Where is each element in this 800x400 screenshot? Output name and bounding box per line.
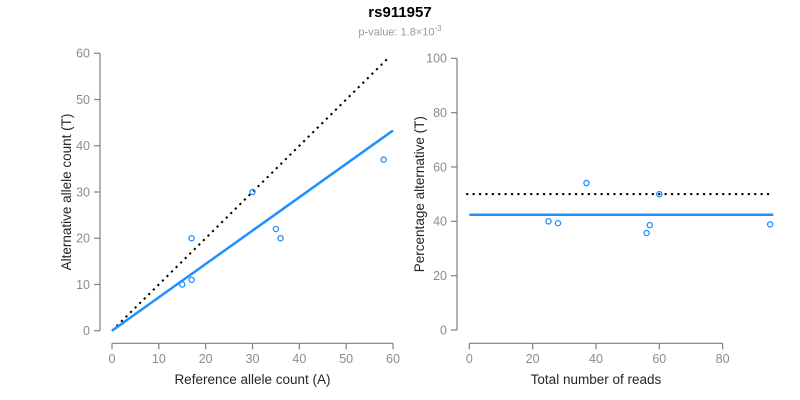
y-tick-label: 50 [76, 93, 90, 107]
data-point [646, 221, 654, 229]
x-tick-label: 10 [152, 352, 166, 366]
x-tick-label: 50 [339, 352, 353, 366]
x-tick-label: 20 [199, 352, 213, 366]
y-tick-label: 20 [76, 232, 90, 246]
y-tick-label: 20 [433, 269, 447, 283]
data-point [188, 276, 195, 284]
data-point [380, 156, 387, 163]
x-tick-label: 0 [466, 352, 473, 366]
data-point [272, 225, 280, 233]
y-tick-label: 40 [433, 215, 447, 229]
y-tick-label: 100 [426, 52, 447, 66]
data-point [188, 234, 195, 242]
y-tick-label: 10 [76, 278, 90, 292]
y-tick-label: 80 [433, 106, 447, 120]
identity-line [111, 57, 390, 332]
data-point [554, 219, 562, 227]
data-point [178, 281, 186, 288]
x-tick-label: 40 [292, 352, 306, 366]
x-tick-label: 20 [526, 352, 540, 366]
data-point [249, 188, 256, 196]
x-axis-title: Reference allele count (A) [174, 372, 330, 387]
data-point [656, 190, 663, 198]
y-tick-label: 0 [83, 324, 90, 338]
y-tick-label: 0 [440, 323, 447, 337]
y-tick-label: 60 [433, 160, 447, 174]
y-axis-title: Percentage alternative (T) [412, 116, 427, 272]
x-tick-label: 80 [716, 352, 730, 366]
data-point [583, 179, 590, 187]
x-tick-label: 40 [589, 352, 603, 366]
x-axis-title: Total number of reads [531, 372, 662, 387]
data-point [545, 218, 552, 225]
data-point [643, 229, 650, 237]
y-tick-label: 30 [76, 185, 90, 199]
x-tick-label: 30 [246, 352, 260, 366]
y-axis-title: Alternative allele count (T) [59, 114, 74, 271]
data-point [277, 234, 284, 242]
y-tick-label: 40 [76, 139, 90, 153]
x-tick-label: 0 [109, 352, 116, 366]
data-point [766, 221, 774, 228]
x-tick-label: 60 [386, 352, 400, 366]
x-tick-label: 60 [652, 352, 666, 366]
fit-line [111, 129, 394, 332]
y-tick-label: 60 [76, 47, 90, 61]
